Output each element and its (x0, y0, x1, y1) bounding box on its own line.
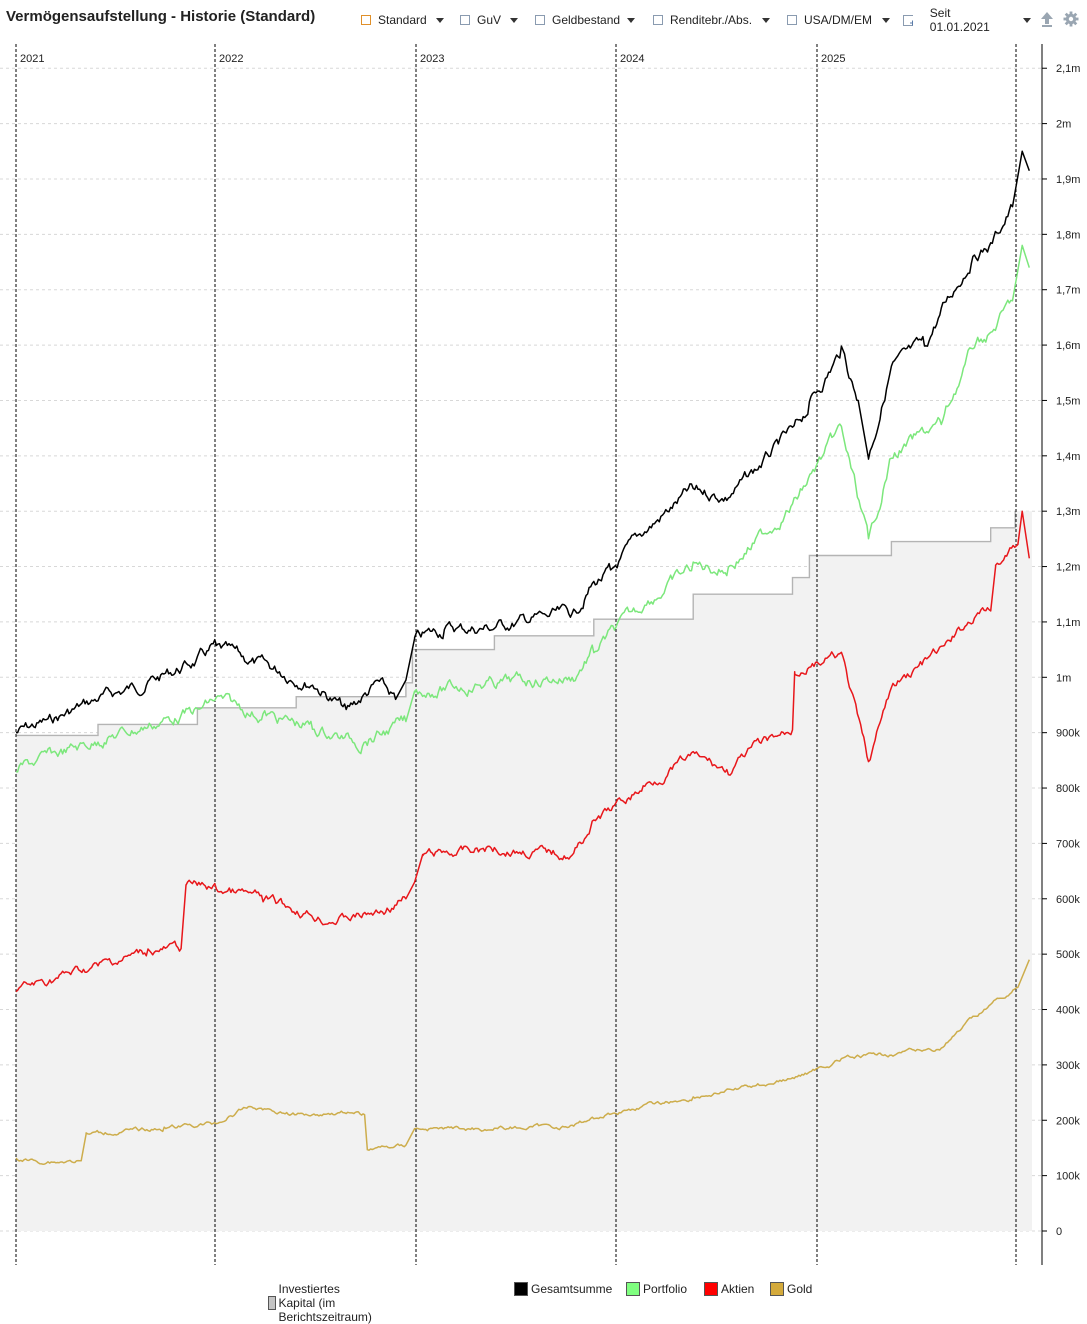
y-axis-tick-label: 1,9m (1056, 174, 1080, 186)
toggle-standard-label: Standard (378, 13, 427, 27)
legend-swatch (626, 1282, 640, 1296)
y-axis-tick-label: 2m (1056, 119, 1071, 131)
upload-icon[interactable] (1039, 11, 1055, 27)
toggle-guv-label: GuV (477, 13, 502, 27)
legend-label: Portfolio (643, 1282, 688, 1296)
y-axis-tick-label: 600k (1056, 894, 1080, 906)
legend-swatch (268, 1296, 276, 1310)
toggle-standard[interactable]: Standard (361, 11, 427, 29)
toggle-rendite-label: Renditebr./Abs. (670, 13, 753, 27)
y-axis-tick-label: 1,4m (1056, 451, 1080, 463)
toggle-usa-dm-em[interactable]: USA/DM/EM (787, 11, 872, 29)
checkbox-orange-icon[interactable] (361, 15, 371, 25)
legend-swatch (514, 1282, 528, 1296)
invested-capital-area (16, 511, 1032, 1231)
y-axis-tick-label: 700k (1056, 838, 1080, 850)
y-axis-tick-label: 900k (1056, 728, 1080, 740)
series-line-gesamtsumme (16, 150, 1031, 734)
chevron-down-icon[interactable] (627, 18, 635, 23)
legend-swatch (770, 1282, 784, 1296)
calendar-icon (903, 15, 913, 26)
y-axis-tick-label: 0 (1056, 1226, 1062, 1238)
series-line-portfolio (15, 244, 1031, 773)
period-select[interactable]: Seit 01.01.2021 (903, 6, 993, 34)
toggle-geldbestand[interactable]: Geldbestand (535, 11, 620, 29)
y-axis-tick-label: 1,5m (1056, 395, 1080, 407)
legend-item-aktien[interactable]: Aktien (704, 1282, 754, 1296)
chevron-down-icon[interactable] (1023, 18, 1031, 23)
toggle-geldbestand-label: Geldbestand (552, 13, 621, 27)
legend-item-gold[interactable]: Gold (770, 1282, 812, 1296)
legend-label: Aktien (721, 1282, 755, 1296)
y-axis-tick-label: 400k (1056, 1005, 1080, 1017)
legend-item-portfolio[interactable]: Portfolio (626, 1282, 687, 1296)
year-label-2022: 2022 (219, 53, 243, 65)
legend-item-investiertes-kapital[interactable]: Investiertes Kapital (im Berichtszeitrau… (268, 1282, 378, 1324)
year-label-2025: 2025 (821, 53, 845, 65)
chevron-down-icon[interactable] (882, 18, 890, 23)
chevron-down-icon[interactable] (510, 18, 518, 23)
checkbox-icon[interactable] (460, 15, 470, 25)
y-axis-tick-label: 1,2m (1056, 562, 1080, 574)
gear-icon[interactable] (1063, 11, 1079, 27)
y-axis-tick-label: 2,1m (1056, 63, 1080, 75)
y-axis-tick-label: 500k (1056, 949, 1080, 961)
toggle-guv[interactable]: GuV (460, 11, 501, 29)
y-axis-tick-label: 1m (1056, 672, 1071, 684)
y-axis-tick-label: 1,8m (1056, 229, 1080, 241)
y-axis-tick-label: 1,6m (1056, 340, 1080, 352)
year-label-2023: 2023 (420, 53, 444, 65)
toggle-rendite[interactable]: Renditebr./Abs. (653, 11, 752, 29)
checkbox-icon[interactable] (787, 15, 797, 25)
period-label: Seit 01.01.2021 (929, 6, 990, 34)
year-label-2024: 2024 (620, 53, 644, 65)
invested-capital-line (16, 511, 1016, 737)
checkbox-icon[interactable] (535, 15, 545, 25)
chart-area: 2021 2022 2023 2024 2025 0 100k 200k 300k 400k 500… (0, 44, 1080, 1265)
chevron-down-icon[interactable] (436, 18, 444, 23)
year-label-2021: 2021 (20, 53, 44, 65)
y-axis-tick-label: 300k (1056, 1060, 1080, 1072)
y-axis-tick-label: 200k (1056, 1115, 1080, 1127)
y-axis-tick-label: 1,1m (1056, 617, 1080, 629)
y-axis-tick-label: 100k (1056, 1171, 1080, 1183)
legend-swatch (704, 1282, 718, 1296)
checkbox-icon[interactable] (653, 15, 663, 25)
legend-item-gesamtsumme[interactable]: Gesamtsumme (514, 1282, 612, 1296)
page-title: Vermögensaufstellung - Historie (Standar… (6, 8, 316, 25)
y-axis-tick-label: 1,7m (1056, 285, 1080, 297)
y-axis-tick-label: 800k (1056, 783, 1080, 795)
legend-label: Gold (787, 1282, 813, 1296)
y-axis-tick-label: 1,3m (1056, 506, 1080, 518)
series-line-aktien (15, 510, 1031, 993)
legend-label: Gesamtsumme (531, 1282, 613, 1296)
toggle-usa-dm-em-label: USA/DM/EM (804, 13, 873, 27)
legend-label: Investiertes Kapital (im Berichtszeitrau… (278, 1282, 372, 1324)
series-line-gold (15, 959, 1030, 1166)
chevron-down-icon[interactable] (762, 18, 770, 23)
